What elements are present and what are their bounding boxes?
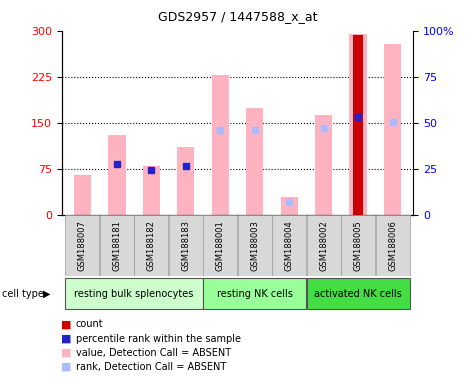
Text: activated NK cells: activated NK cells (314, 289, 402, 299)
Bar (238, 215, 272, 276)
Bar (350, 34, 367, 215)
Text: ■: ■ (61, 334, 72, 344)
Bar (74, 175, 91, 215)
Bar (66, 215, 99, 276)
Bar (341, 215, 375, 276)
Text: resting bulk splenocytes: resting bulk splenocytes (75, 289, 194, 299)
Text: GSM188006: GSM188006 (388, 220, 397, 271)
Text: GSM188002: GSM188002 (319, 220, 328, 271)
Text: ▶: ▶ (43, 289, 50, 299)
Bar (246, 108, 263, 215)
Text: GSM188004: GSM188004 (285, 220, 294, 271)
Text: GSM188007: GSM188007 (78, 220, 87, 271)
Text: GSM188003: GSM188003 (250, 220, 259, 271)
Text: GSM188001: GSM188001 (216, 220, 225, 271)
Bar (306, 278, 409, 310)
Text: cell type: cell type (2, 289, 44, 299)
Bar (212, 75, 229, 215)
Bar (353, 35, 363, 215)
Bar (66, 278, 203, 310)
Bar (100, 215, 134, 276)
Text: GSM188183: GSM188183 (181, 220, 190, 271)
Bar (384, 44, 401, 215)
Bar (203, 215, 238, 276)
Text: GDS2957 / 1447588_x_at: GDS2957 / 1447588_x_at (158, 10, 317, 23)
Text: value, Detection Call = ABSENT: value, Detection Call = ABSENT (76, 348, 231, 358)
Text: GSM188182: GSM188182 (147, 220, 156, 271)
Bar (376, 215, 409, 276)
Bar (177, 147, 194, 215)
Text: ■: ■ (61, 319, 72, 329)
Text: count: count (76, 319, 104, 329)
Text: rank, Detection Call = ABSENT: rank, Detection Call = ABSENT (76, 362, 226, 372)
Bar (315, 115, 332, 215)
Bar (134, 215, 169, 276)
Bar (272, 215, 306, 276)
Text: GSM188005: GSM188005 (353, 220, 362, 271)
Bar (281, 197, 298, 215)
Bar (142, 166, 160, 215)
Bar (306, 215, 341, 276)
Text: ■: ■ (61, 362, 72, 372)
Bar (203, 278, 306, 310)
Text: percentile rank within the sample: percentile rank within the sample (76, 334, 241, 344)
Text: ■: ■ (61, 348, 72, 358)
Text: GSM188181: GSM188181 (113, 220, 122, 271)
Text: resting NK cells: resting NK cells (217, 289, 293, 299)
Bar (169, 215, 203, 276)
Bar (108, 135, 125, 215)
